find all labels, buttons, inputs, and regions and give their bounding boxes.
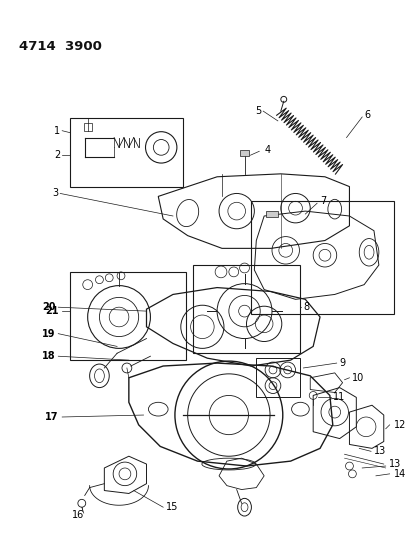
- Bar: [193, 265, 300, 353]
- Text: 4714  3900: 4714 3900: [19, 40, 102, 53]
- Text: 5: 5: [255, 106, 261, 116]
- Text: 8: 8: [304, 302, 310, 312]
- Text: 9: 9: [339, 358, 346, 368]
- Text: 10: 10: [353, 373, 365, 383]
- Text: 18: 18: [42, 351, 55, 361]
- Text: 21: 21: [45, 306, 58, 316]
- Text: 4: 4: [264, 146, 270, 155]
- Text: 3: 3: [52, 189, 58, 198]
- Bar: [251, 201, 394, 314]
- Text: 19: 19: [42, 329, 55, 338]
- Text: 13: 13: [374, 446, 386, 456]
- Text: 6: 6: [364, 110, 370, 120]
- Text: 20: 20: [42, 302, 55, 312]
- Bar: [70, 118, 183, 187]
- Bar: [70, 272, 186, 360]
- Bar: [84, 123, 91, 131]
- Text: 2: 2: [54, 150, 60, 160]
- Text: 16: 16: [72, 510, 84, 520]
- Bar: [266, 211, 278, 217]
- Text: 1: 1: [54, 126, 60, 136]
- Bar: [256, 358, 300, 398]
- Text: 7: 7: [320, 196, 326, 206]
- Text: 11: 11: [333, 392, 345, 402]
- Text: 12: 12: [394, 420, 406, 430]
- Bar: [239, 150, 249, 156]
- Text: 17: 17: [45, 412, 58, 422]
- Text: 15: 15: [166, 502, 178, 512]
- Text: 13: 13: [389, 459, 401, 469]
- Text: 14: 14: [394, 469, 406, 479]
